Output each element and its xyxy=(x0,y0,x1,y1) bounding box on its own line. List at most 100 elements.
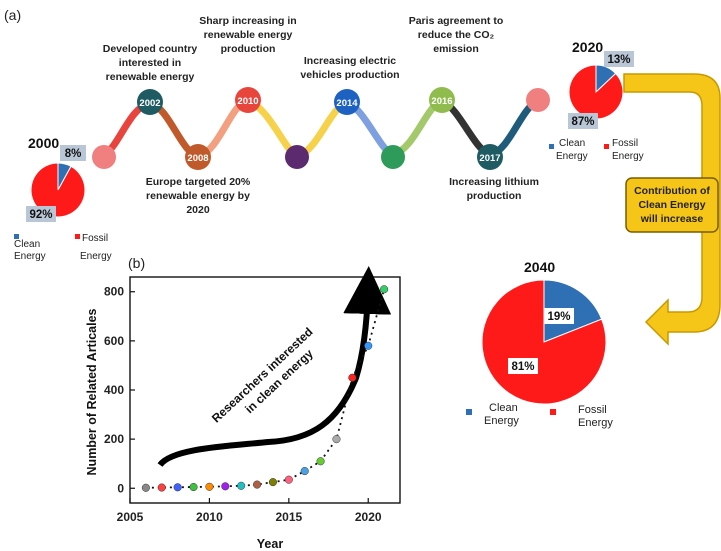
pie-2020-clean-label-bg xyxy=(604,51,634,67)
panel-label-a: (a) xyxy=(4,7,21,23)
panel-label-b: (b) xyxy=(128,255,145,271)
timeline-node-2015 xyxy=(381,145,405,169)
pie-2040-fossil-label-bg xyxy=(508,358,538,374)
data-point xyxy=(284,475,293,484)
y-tick-label: 600 xyxy=(104,334,124,348)
legend-2000-fossil-l2: Energy xyxy=(80,251,112,262)
pie-2040: 2040 19% 81% xyxy=(481,259,607,405)
timeline-year-2010: 2010 xyxy=(237,96,258,107)
legend-2040-clean-swatch xyxy=(466,409,472,415)
legend-2020-clean-swatch xyxy=(549,144,554,149)
caption-2010-line1: Sharp increasing in xyxy=(199,15,296,27)
legend-2000-clean-swatch xyxy=(14,234,19,239)
x-tick-label: 2020 xyxy=(355,510,382,524)
caption-2016-line2: reduce the CO₂ xyxy=(418,29,495,41)
timeline-node-2008: 2008 xyxy=(185,144,211,170)
legend-2020: Clean Energy Fossil Energy xyxy=(549,138,644,162)
timeline-node-2002: 2002 xyxy=(137,89,163,115)
data-point xyxy=(237,481,246,490)
pie-2000-clean-label-bg xyxy=(60,145,86,161)
data-point xyxy=(300,467,309,476)
timeline-node-2010: 2010 xyxy=(235,87,261,113)
data-point xyxy=(332,435,341,444)
legend-2000-clean-l2: Energy xyxy=(14,251,46,262)
data-point xyxy=(380,285,389,294)
legend-2040-fossil-l1: Fossil xyxy=(578,404,607,416)
caption-2010-line2: renewable energy xyxy=(204,29,293,41)
caption-2002: Developed country interested in renewabl… xyxy=(103,43,198,83)
data-point xyxy=(348,373,357,382)
legend-2020-fossil-l2: Energy xyxy=(612,151,644,162)
caption-2008: Europe targeted 20% renewable energy by … xyxy=(146,176,251,216)
callout-line2: Clean Energy xyxy=(638,199,705,211)
legend-2000-clean-l1: Clean xyxy=(14,239,40,250)
data-point xyxy=(253,480,262,489)
pie-2040-clean-label-bg xyxy=(544,308,574,324)
timeline-node-end xyxy=(526,88,550,112)
pie-2000-clean-pct: 8% xyxy=(65,148,82,160)
legend-2020-clean-l2: Energy xyxy=(556,151,588,162)
caption-2014-line1: Increasing electric xyxy=(304,55,396,67)
caption-2002-line2: interested in xyxy=(119,57,181,69)
pie-2020-fossil-pct: 87% xyxy=(571,116,594,128)
pie-2020-clean-pct: 13% xyxy=(607,54,630,66)
x-tick-label: 2005 xyxy=(117,510,144,524)
timeline-year-2014: 2014 xyxy=(336,98,358,109)
scatter-chart: 0 200 400 600 800 2005 2010 2015 2020 Year Numb… xyxy=(85,266,401,551)
legend-2000: Clean Energy Fossil Energy xyxy=(14,233,112,262)
pie-2040-fossil-pct: 81% xyxy=(511,361,534,373)
legend-2040-fossil-l2: Energy xyxy=(578,417,613,429)
timeline-ribbon xyxy=(101,96,541,161)
callout-line1: Contribution of xyxy=(634,185,710,197)
legend-2040-clean-l1: Clean xyxy=(489,402,518,414)
data-point xyxy=(221,482,230,491)
x-axis-title: Year xyxy=(257,537,284,551)
data-point xyxy=(157,483,166,492)
data-point xyxy=(268,478,277,487)
y-tick-label: 0 xyxy=(117,481,124,495)
y-axis-title: Number of Related Articales xyxy=(85,308,99,475)
timeline-year-2002: 2002 xyxy=(139,98,160,109)
callout-box: Contribution of Clean Energy will increa… xyxy=(625,177,719,233)
legend-2020-fossil-l1: Fossil xyxy=(612,138,638,149)
y-tick-label: 400 xyxy=(104,383,124,397)
data-point xyxy=(364,341,373,350)
caption-2016-line3: emission xyxy=(433,43,479,55)
caption-2014-line2: vehicles production xyxy=(300,69,399,81)
y-tick-label: 800 xyxy=(104,285,124,299)
pie-2020: 2020 13% 87% xyxy=(568,39,634,129)
annotation-line1: Researchers interested xyxy=(209,325,316,426)
caption-2008-line3: 2020 xyxy=(186,204,210,216)
legend-2000-fossil-swatch xyxy=(75,234,80,239)
pie-2020-year: 2020 xyxy=(572,39,603,55)
legend-2040-clean-l2: Energy xyxy=(484,415,519,427)
y-tick-label: 200 xyxy=(104,432,124,446)
pie-2040-year: 2040 xyxy=(524,259,555,275)
caption-2010-line3: production xyxy=(221,43,276,55)
timeline-year-2017: 2017 xyxy=(479,153,500,164)
pie-2020-fossil-label-bg xyxy=(568,113,598,129)
pie-2000-fossil-pct: 92% xyxy=(29,209,52,221)
caption-2014: Increasing electric vehicles production xyxy=(300,55,399,81)
data-point xyxy=(205,482,214,491)
annotation-text: Researchers interested in clean energy xyxy=(209,325,316,426)
timeline-year-2008: 2008 xyxy=(187,153,208,164)
legend-2040: Clean Energy Fossil Energy xyxy=(466,402,613,429)
caption-2002-line1: Developed country xyxy=(103,43,198,55)
pie-2000-fossil-label-bg xyxy=(26,206,56,222)
caption-2002-line3: renewable energy xyxy=(106,71,195,83)
data-point xyxy=(316,457,325,466)
timeline-node-2016: 2016 xyxy=(429,87,455,113)
pie-2000: 2000 8% 92% xyxy=(26,135,86,222)
caption-2008-line1: Europe targeted 20% xyxy=(146,176,251,188)
caption-2016-line1: Paris agreement to xyxy=(409,15,504,27)
caption-2017-line1: Increasing lithium xyxy=(449,176,539,188)
curved-arrow xyxy=(157,266,392,468)
timeline-node-2012 xyxy=(285,145,309,169)
timeline-node-2014: 2014 xyxy=(334,89,360,115)
pie-2040-clean-pct: 19% xyxy=(547,311,570,323)
timeline-year-2016: 2016 xyxy=(431,96,452,107)
x-tick-label: 2010 xyxy=(196,510,223,524)
legend-2000-fossil-l1: Fossil xyxy=(82,233,108,244)
